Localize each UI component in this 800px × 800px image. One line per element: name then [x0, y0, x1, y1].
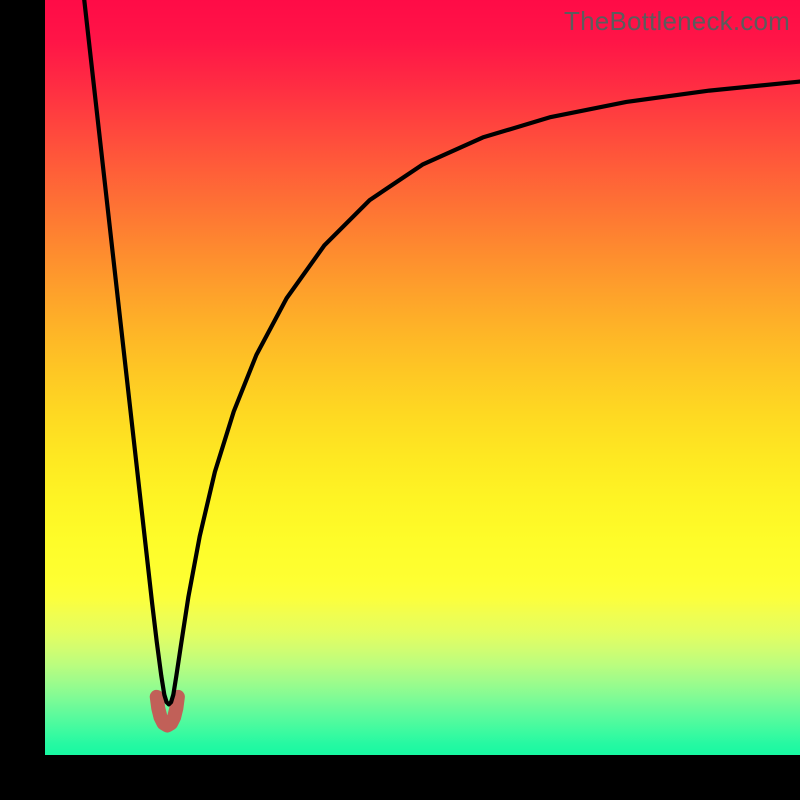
- plot-area: [45, 0, 800, 755]
- main-curve: [84, 0, 800, 704]
- watermark-text: TheBottleneck.com: [564, 6, 790, 37]
- bottleneck-curve: [45, 0, 800, 755]
- chart-container: TheBottleneck.com: [0, 0, 800, 800]
